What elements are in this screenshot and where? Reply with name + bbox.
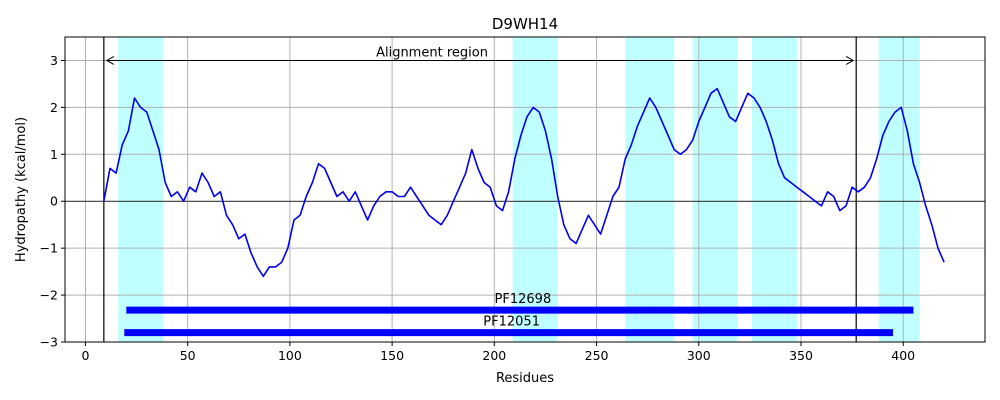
x-tick-label: 0 (81, 348, 89, 363)
y-tick-label: 1 (50, 147, 58, 162)
domain-label: PF12698 (495, 292, 552, 307)
y-tick-label: 2 (50, 100, 58, 115)
y-axis-ticks: −3 −2 −1 0 1 2 3 (40, 53, 65, 350)
y-tick-label: −2 (40, 288, 58, 303)
x-tick-label: 350 (789, 348, 813, 363)
x-tick-label: 150 (380, 348, 404, 363)
helix-band (625, 37, 675, 342)
helix-band (118, 37, 164, 342)
helix-band (692, 37, 738, 342)
x-tick-label: 50 (180, 348, 196, 363)
x-axis-label: Residues (496, 371, 554, 386)
chart-title: D9WH14 (492, 15, 558, 33)
y-tick-label: 0 (50, 194, 58, 209)
series-layer (103, 87, 945, 278)
alignment-arrow-left-head (105, 56, 115, 65)
domain-bars: PF12698 PF12051 (124, 292, 914, 337)
x-tick-label: 300 (687, 348, 711, 363)
helix-band (751, 37, 797, 342)
x-tick-label: 250 (585, 348, 609, 363)
x-tick-label: 400 (891, 348, 915, 363)
hydropathy-line (103, 87, 945, 278)
annotations: Alignment region (105, 45, 855, 65)
alignment-region-label: Alignment region (376, 45, 488, 60)
x-tick-label: 200 (482, 348, 506, 363)
helix-bands (118, 37, 920, 342)
y-tick-label: −1 (40, 241, 58, 256)
helix-band (878, 37, 920, 342)
helix-band (512, 37, 558, 342)
y-tick-label: −3 (40, 335, 58, 350)
y-tick-label: 3 (50, 53, 58, 68)
x-axis-ticks: 0 50 100 150 200 250 300 350 400 (81, 342, 915, 363)
plot-frame (64, 36, 986, 343)
y-axis-label: Hydropathy (kcal/mol) (14, 117, 29, 262)
alignment-arrow-right-head (845, 56, 855, 65)
x-tick-label: 100 (278, 348, 302, 363)
domain-label: PF12051 (483, 315, 540, 330)
